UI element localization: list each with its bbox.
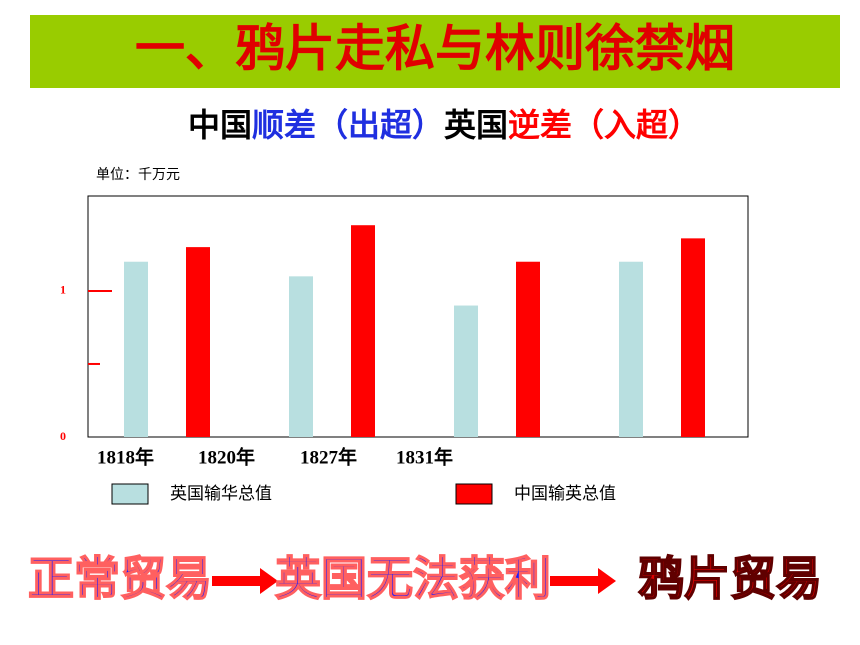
legend-swatch	[455, 483, 493, 505]
legend-label: 中国输英总值	[514, 484, 616, 504]
title-band	[30, 15, 840, 88]
x-tick-label: 1827年	[300, 445, 357, 468]
arrow-head	[598, 568, 616, 594]
bar	[454, 305, 478, 437]
slide-title: 一、鸦片走私与林则徐禁烟	[135, 20, 735, 78]
plot-frame	[87, 195, 749, 438]
bar	[186, 247, 210, 437]
flow-step: 英国无法获利	[275, 552, 551, 606]
y-tick-label: 1	[60, 283, 66, 297]
bar	[289, 276, 313, 437]
subtitle-part: 逆差（入超）	[508, 106, 700, 144]
arrow-head	[260, 568, 278, 594]
bar	[619, 261, 643, 437]
arrows	[212, 568, 616, 594]
y-tick-label: 0	[60, 429, 66, 443]
x-tick-label: 1818年	[97, 445, 154, 468]
subtitle-part: 顺差（出超）	[252, 106, 444, 144]
bar	[516, 261, 540, 437]
subtitle-part: 中国	[188, 106, 252, 144]
subtitle: 中国顺差（出超）英国逆差（入超）	[188, 106, 700, 144]
legend-swatch	[111, 483, 149, 505]
x-tick-label: 1831年	[396, 445, 453, 468]
bar	[351, 225, 375, 437]
bar	[681, 238, 705, 437]
arrow-shaft	[550, 576, 600, 586]
flow: 正常贸易 英国无法获利 鸦片贸易	[27, 551, 823, 607]
bar	[124, 261, 148, 437]
flow-step: 正常贸易	[28, 552, 212, 606]
arrow-shaft	[212, 576, 262, 586]
unit-label: 单位：千万元	[96, 167, 180, 183]
flow-step: 鸦片贸易	[638, 552, 822, 606]
legend-label: 英国输华总值	[170, 484, 272, 504]
x-tick-label: 1820年	[198, 445, 255, 468]
subtitle-part: 英国	[444, 106, 508, 144]
